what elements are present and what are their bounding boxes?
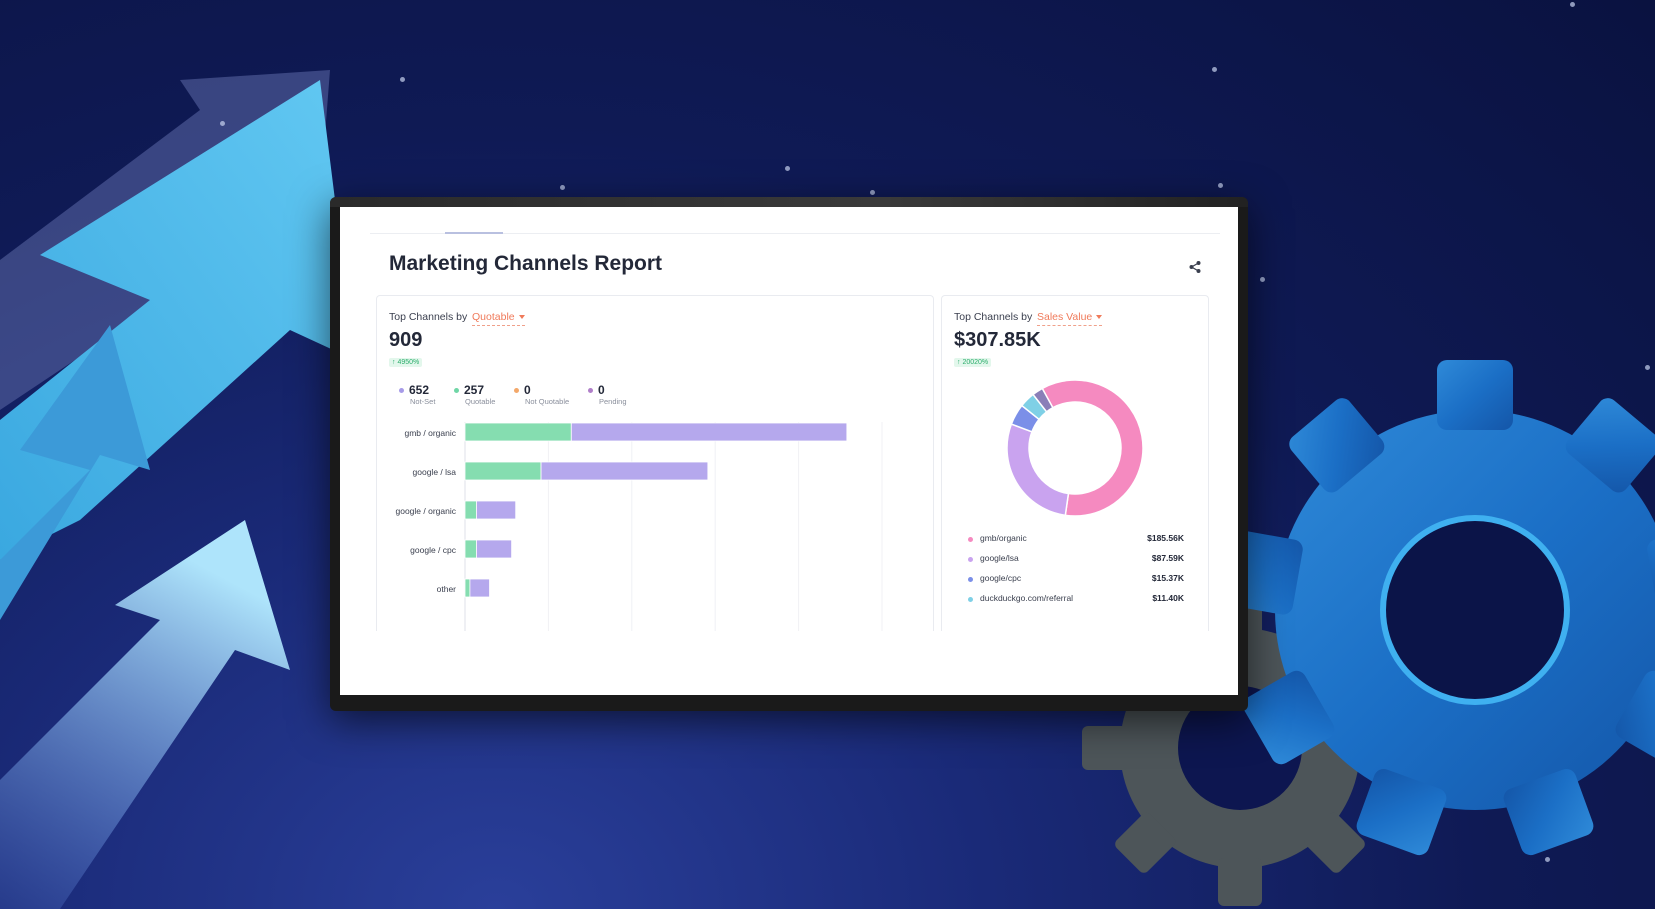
legend-name: gmb/organic (980, 533, 1027, 543)
legend-name: duckduckgo.com/referral (980, 593, 1074, 603)
bar-segment (464, 500, 477, 520)
quotable-channels-card: Top Channels by Quotable 909 ↑ 4950% 652… (376, 295, 934, 631)
bar-segment (464, 461, 542, 481)
legend-dot (588, 388, 593, 393)
donut-slice (1041, 379, 1144, 517)
bar-segment (464, 578, 471, 598)
stat-label: Not-Set (410, 397, 436, 406)
bar-segment (464, 422, 572, 442)
legend-dot (454, 388, 459, 393)
bar-segment (570, 422, 848, 442)
change-badge: ↑ 20020% (954, 358, 992, 367)
legend-value: $11.40K (1152, 593, 1184, 603)
star-dot (1645, 365, 1650, 370)
share-icon[interactable] (1188, 260, 1202, 274)
star-dot (1218, 183, 1223, 188)
star-dot (1545, 857, 1550, 862)
category-label: gmb / organic (405, 428, 457, 438)
monitor: Marketing Channels Report Top Channels b… (330, 197, 1248, 711)
page-title: Marketing Channels Report (389, 252, 663, 275)
legend-value: $185.56K (1147, 533, 1184, 543)
star-dot (560, 185, 565, 190)
star-dot (1212, 67, 1217, 72)
legend-name: google/lsa (980, 553, 1019, 563)
metric-selector-dropdown[interactable]: Sales Value (1037, 311, 1103, 326)
category-label: other (437, 584, 457, 594)
stat-label: Pending (599, 397, 627, 406)
legend-dot (514, 388, 519, 393)
legend-value: $87.59K (1151, 553, 1184, 563)
stat-value: 257 (464, 383, 485, 397)
legend-item[interactable]: gmb/organic $185.56K (968, 533, 1184, 547)
stat-value: 652 (409, 383, 430, 397)
arrow-shape-mid (0, 325, 150, 620)
legend-item[interactable]: duckduckgo.com/referral $11.40K (968, 593, 1184, 607)
card-label: Top Channels by (954, 311, 1033, 323)
stat-label: Not Quotable (525, 397, 570, 406)
donut-slice (1032, 387, 1054, 413)
bar-segment (469, 578, 490, 598)
sales-value-card: Top Channels by Sales Value $307.85K ↑ 2… (941, 295, 1209, 631)
star-dot (870, 190, 875, 195)
total-value: 909 (389, 329, 423, 351)
stat-value: 0 (524, 383, 531, 397)
legend-dot (399, 388, 404, 393)
total-value: $307.85K (954, 329, 1041, 351)
selector-value: Sales Value (1037, 311, 1093, 323)
stacked-bar-chart: gmb / organic google / lsa google / organi… (396, 422, 883, 631)
star-dot (400, 77, 405, 82)
stat-value: 0 (598, 383, 605, 397)
chevron-down-icon (518, 315, 525, 320)
selector-value: Quotable (472, 311, 515, 323)
change-badge: ↑ 4950% (389, 358, 423, 367)
legend-dot (968, 557, 973, 562)
legend-value: $15.37K (1151, 573, 1184, 583)
category-label: google / cpc (410, 545, 457, 555)
star-dot (220, 121, 225, 126)
monitor-bezel-top (330, 197, 1248, 207)
bar-segment (464, 539, 477, 559)
stat-label: Quotable (465, 397, 496, 406)
legend-dot (968, 577, 973, 582)
metric-selector-dropdown[interactable]: Quotable (472, 311, 525, 326)
legend-dot (968, 537, 973, 542)
bar-segment (540, 461, 709, 481)
category-label: google / lsa (413, 467, 457, 477)
donut-chart (1006, 379, 1144, 517)
bar-segment (476, 539, 513, 559)
card-label: Top Channels by (389, 311, 468, 323)
bar-segment (476, 500, 517, 520)
legend-item[interactable]: google/cpc $15.37K (968, 573, 1184, 587)
category-label: google / organic (396, 506, 457, 516)
tab-active-indicator[interactable] (445, 232, 503, 234)
donut-slice (1006, 423, 1070, 517)
star-dot (785, 166, 790, 171)
star-dot (1260, 277, 1265, 282)
arrow-shape-front (0, 520, 290, 909)
tab-strip (370, 233, 1220, 234)
chevron-down-icon (1096, 315, 1103, 320)
dashboard-screen: Marketing Channels Report Top Channels b… (340, 207, 1238, 695)
blue-gear (1223, 360, 1655, 856)
legend-dot (968, 597, 973, 602)
legend-name: google/cpc (980, 573, 1022, 583)
star-dot (1570, 2, 1575, 7)
legend-item[interactable]: google/lsa $87.59K (968, 553, 1184, 567)
